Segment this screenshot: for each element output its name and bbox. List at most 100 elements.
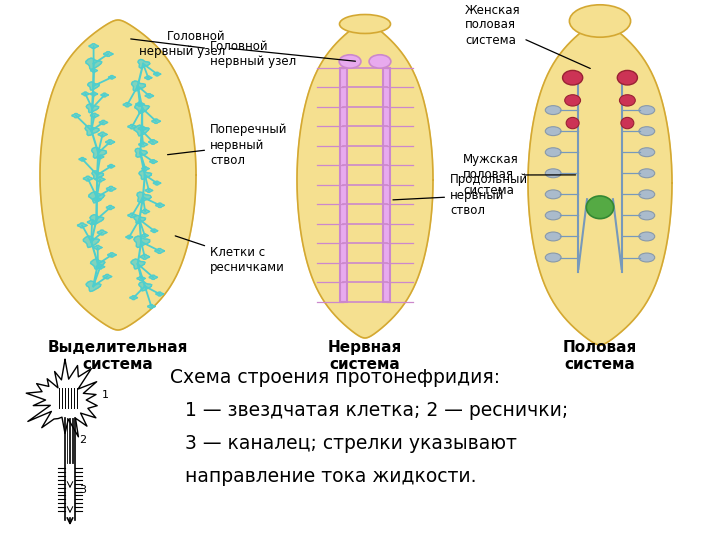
Polygon shape (94, 245, 102, 249)
Polygon shape (40, 20, 196, 330)
Polygon shape (96, 265, 104, 269)
Ellipse shape (639, 127, 654, 136)
Polygon shape (134, 125, 149, 136)
Text: направление тока жидкости.: направление тока жидкости. (185, 467, 477, 486)
Polygon shape (139, 171, 151, 179)
Text: 3: 3 (79, 485, 86, 495)
Text: 1 — звездчатая клетка; 2 — реснички;: 1 — звездчатая клетка; 2 — реснички; (185, 401, 568, 420)
Polygon shape (108, 253, 116, 257)
Polygon shape (90, 92, 98, 96)
Polygon shape (136, 102, 144, 106)
Polygon shape (97, 230, 107, 235)
Polygon shape (130, 296, 138, 300)
Polygon shape (139, 282, 152, 291)
Polygon shape (72, 113, 81, 118)
Polygon shape (99, 120, 108, 125)
Ellipse shape (639, 190, 654, 199)
Ellipse shape (545, 169, 561, 178)
Ellipse shape (562, 70, 582, 85)
Ellipse shape (570, 5, 631, 37)
Polygon shape (135, 103, 150, 113)
Polygon shape (92, 171, 104, 179)
Polygon shape (153, 181, 161, 185)
Text: Половая
система: Половая система (563, 340, 637, 373)
Text: 2: 2 (79, 435, 86, 445)
Polygon shape (86, 104, 99, 113)
Polygon shape (88, 82, 99, 90)
Polygon shape (145, 188, 153, 192)
Polygon shape (155, 248, 164, 253)
Polygon shape (153, 72, 161, 76)
Polygon shape (87, 220, 97, 225)
Polygon shape (297, 22, 433, 338)
Polygon shape (141, 210, 150, 214)
Polygon shape (149, 275, 158, 279)
Polygon shape (135, 148, 147, 157)
Polygon shape (131, 259, 145, 269)
Text: 1: 1 (102, 390, 109, 400)
Ellipse shape (545, 148, 561, 157)
Ellipse shape (639, 232, 654, 241)
Polygon shape (84, 236, 99, 247)
Polygon shape (126, 235, 132, 239)
Polygon shape (84, 176, 93, 181)
Polygon shape (528, 21, 672, 345)
Polygon shape (134, 215, 145, 224)
Polygon shape (103, 274, 112, 279)
Polygon shape (96, 177, 105, 182)
Polygon shape (340, 68, 346, 302)
Polygon shape (138, 126, 147, 131)
Polygon shape (82, 92, 89, 96)
Polygon shape (104, 52, 113, 56)
Text: Головной
нервный узел: Головной нервный узел (131, 39, 296, 68)
Polygon shape (137, 192, 151, 202)
Polygon shape (107, 205, 114, 210)
Polygon shape (78, 223, 87, 228)
Polygon shape (93, 197, 101, 201)
Text: Выделительная
система: Выделительная система (48, 340, 188, 373)
Polygon shape (142, 234, 148, 237)
Text: Клетки с
ресничками: Клетки с ресничками (175, 236, 285, 274)
Polygon shape (145, 76, 152, 79)
Ellipse shape (545, 253, 561, 262)
Ellipse shape (545, 211, 561, 220)
Polygon shape (90, 214, 104, 225)
Polygon shape (123, 103, 132, 107)
Polygon shape (26, 360, 97, 437)
Polygon shape (91, 147, 107, 158)
Polygon shape (108, 165, 114, 168)
Ellipse shape (639, 106, 654, 114)
Polygon shape (383, 68, 390, 302)
Polygon shape (142, 167, 149, 171)
Polygon shape (150, 160, 157, 164)
Polygon shape (137, 276, 145, 281)
Polygon shape (101, 93, 108, 97)
Ellipse shape (586, 196, 613, 219)
Polygon shape (151, 229, 158, 233)
Ellipse shape (617, 70, 637, 85)
Ellipse shape (566, 117, 579, 129)
Ellipse shape (639, 169, 654, 178)
Text: Мужская
половая
система: Мужская половая система (463, 153, 575, 197)
Polygon shape (134, 236, 150, 247)
Polygon shape (106, 140, 114, 144)
Ellipse shape (545, 127, 561, 136)
Ellipse shape (369, 55, 391, 68)
Polygon shape (86, 281, 101, 292)
Polygon shape (156, 292, 163, 296)
Polygon shape (139, 142, 148, 147)
Text: Схема строения протонефридия:: Схема строения протонефридия: (170, 368, 500, 387)
Ellipse shape (639, 253, 654, 262)
Polygon shape (91, 69, 97, 72)
Polygon shape (89, 44, 99, 49)
Ellipse shape (545, 190, 561, 199)
Polygon shape (148, 305, 156, 308)
Ellipse shape (621, 117, 634, 129)
Polygon shape (86, 58, 102, 70)
Polygon shape (89, 192, 104, 203)
Polygon shape (91, 259, 105, 269)
Polygon shape (149, 140, 158, 144)
Polygon shape (145, 93, 153, 98)
Text: Головной
нервный узел: Головной нервный узел (139, 30, 356, 61)
Polygon shape (91, 113, 99, 118)
